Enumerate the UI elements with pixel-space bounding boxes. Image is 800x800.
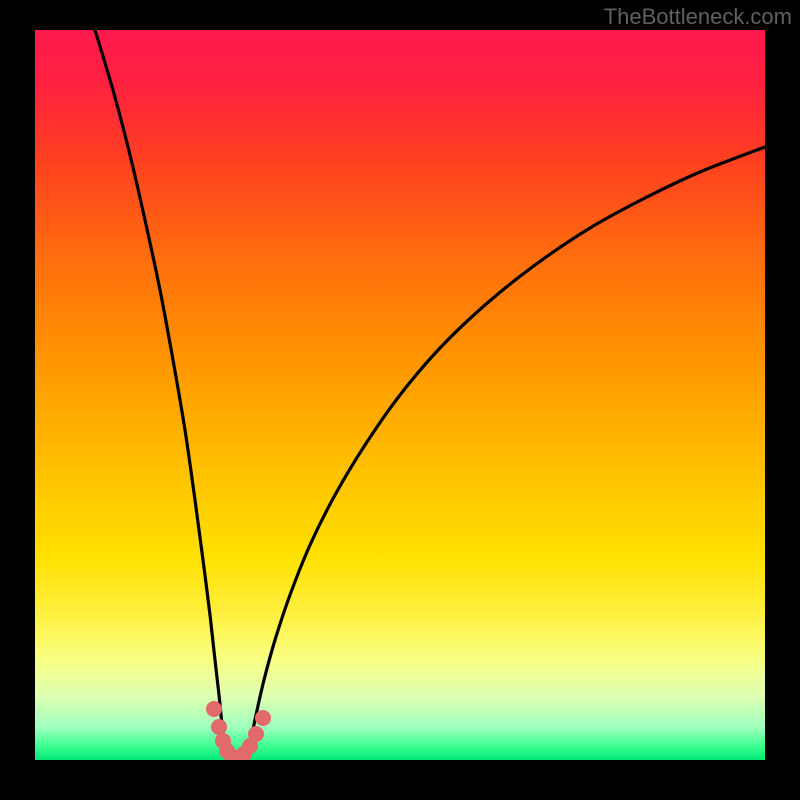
chart-container: TheBottleneck.com <box>0 0 800 800</box>
marker-dot <box>249 727 264 742</box>
watermark-text: TheBottleneck.com <box>604 4 792 30</box>
marker-dot <box>212 720 227 735</box>
bottleneck-plot <box>35 30 765 760</box>
marker-dot <box>256 711 271 726</box>
marker-dot <box>207 702 222 717</box>
